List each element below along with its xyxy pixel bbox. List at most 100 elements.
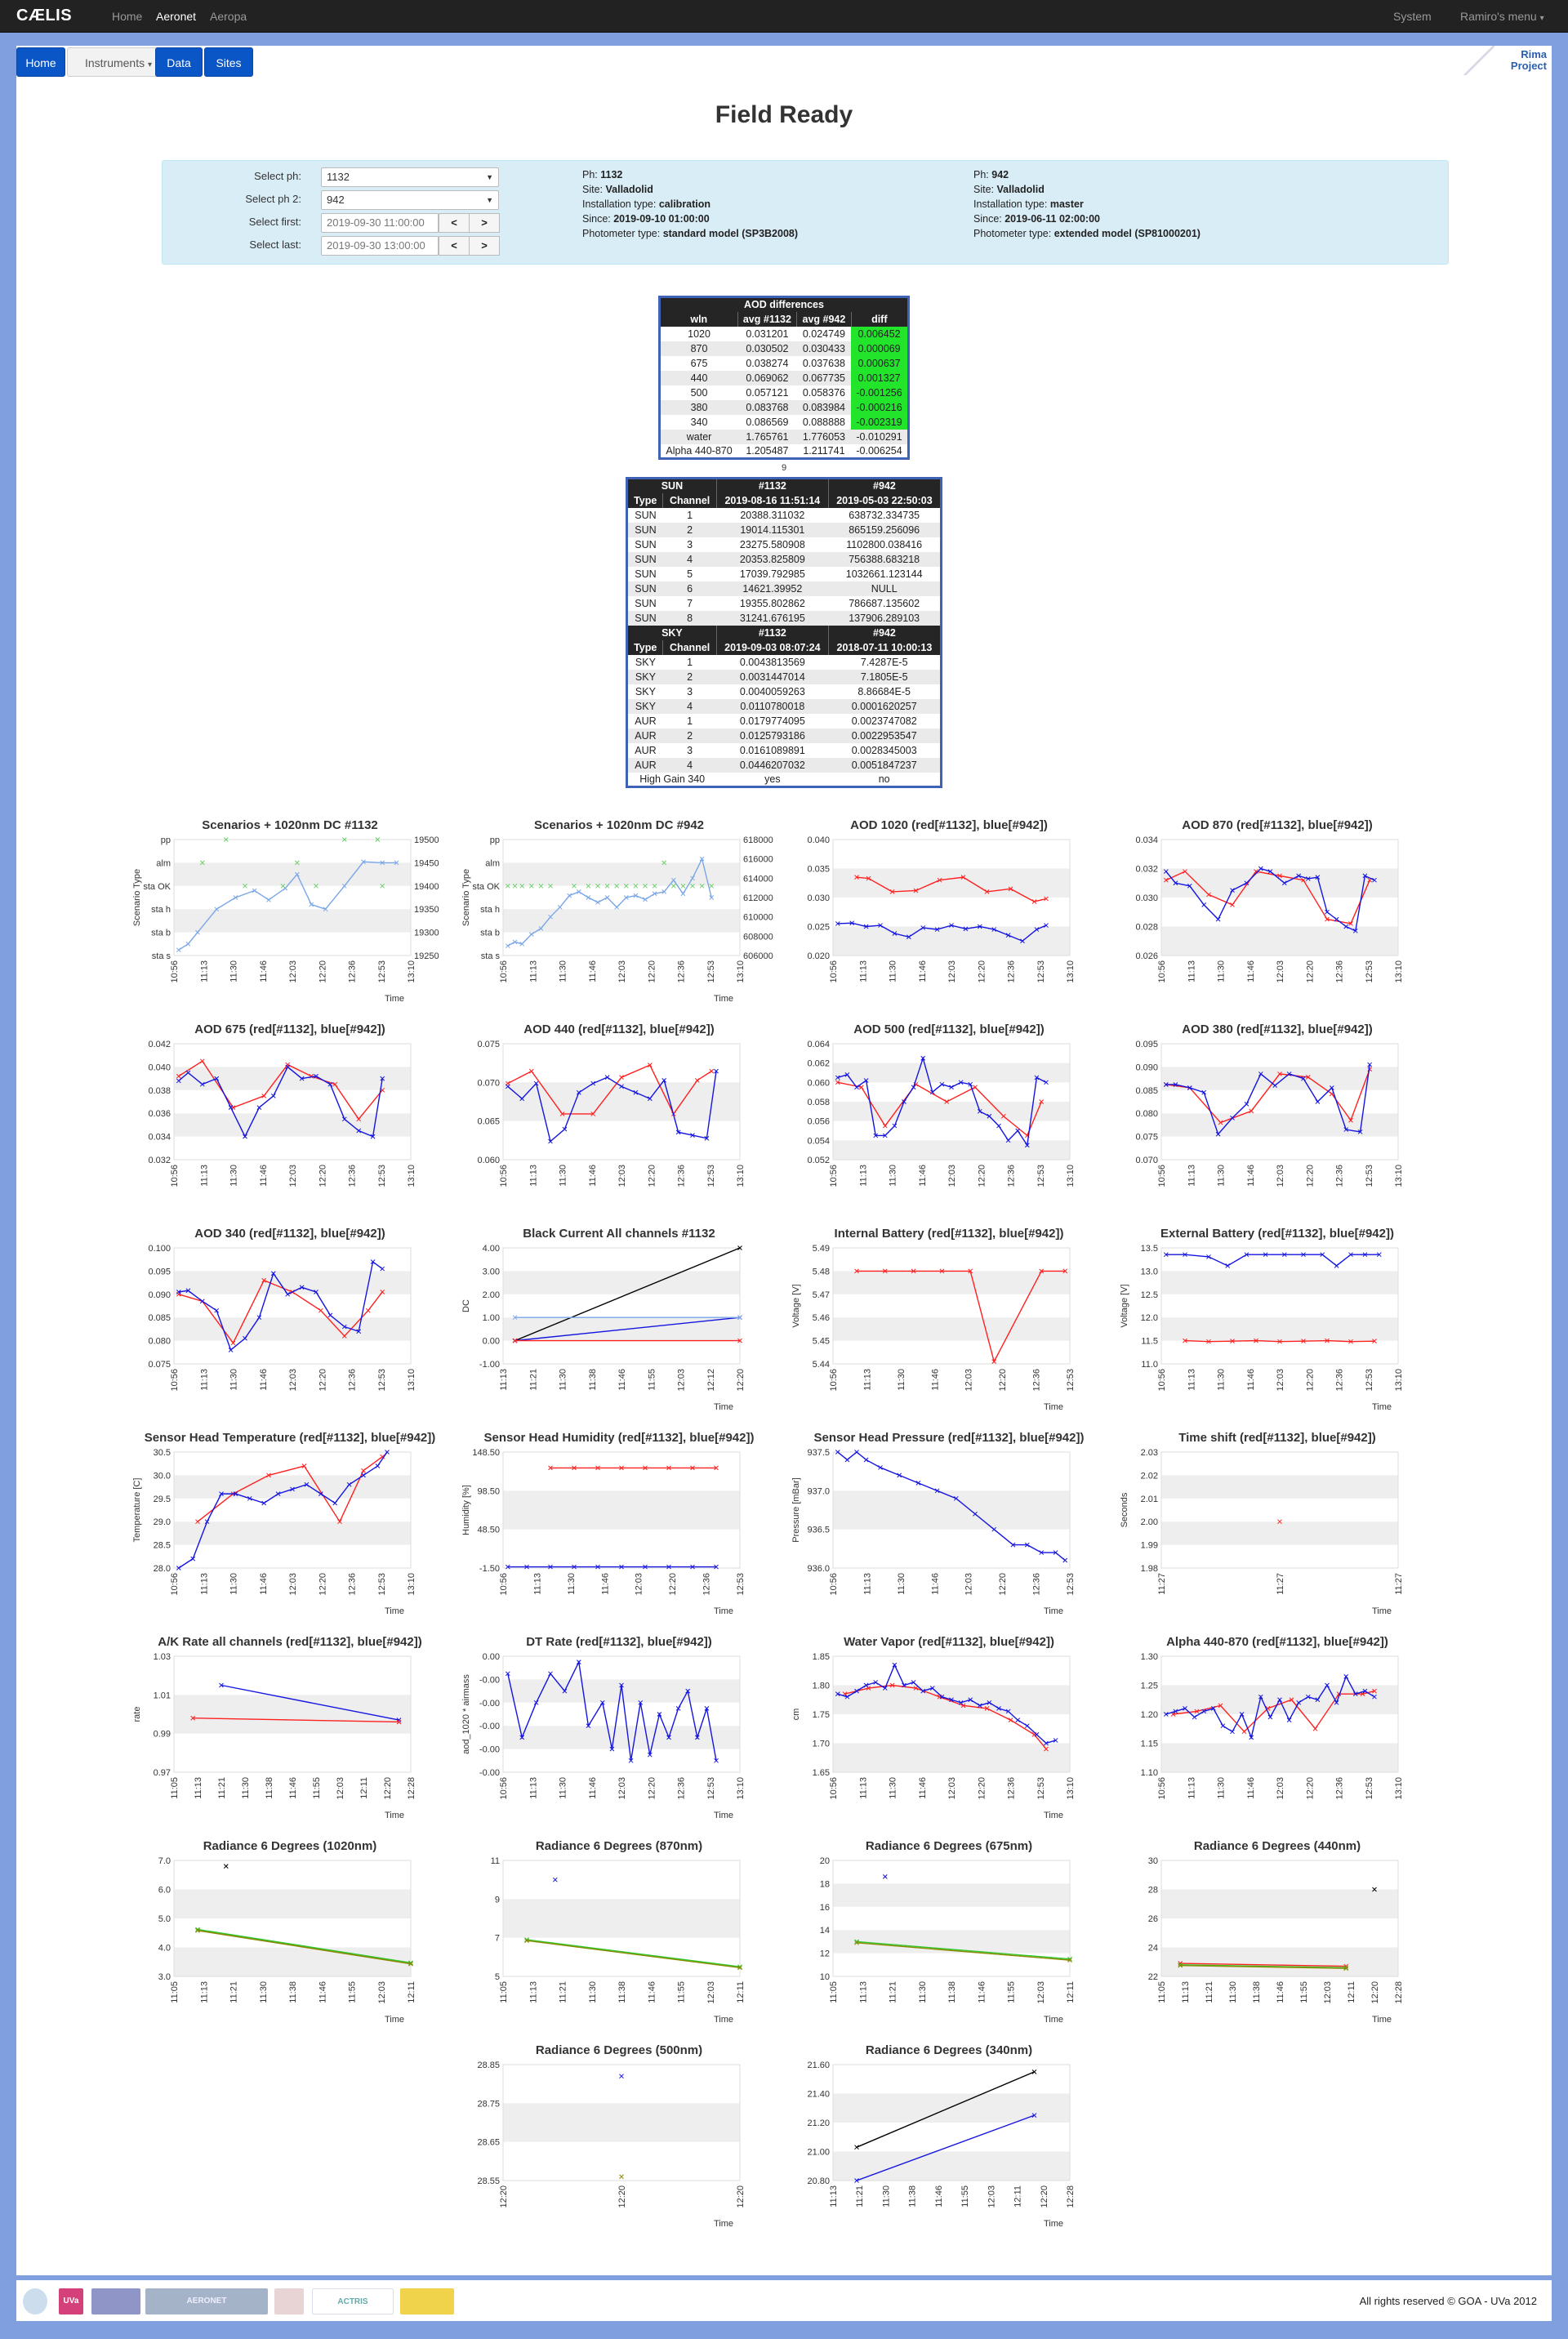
goa-logo[interactable] (23, 2288, 47, 2314)
series-line (197, 1929, 412, 1964)
tab-data[interactable]: Data (155, 47, 203, 77)
brand-logo[interactable]: CÆLIS (16, 7, 73, 25)
y-tick-label: 1.01 (154, 1691, 171, 1700)
series-line (178, 1260, 383, 1352)
data-point (675, 1706, 681, 1711)
last-date-input[interactable]: 2019-09-30 13:00:00 (321, 236, 439, 256)
rima-project-logo[interactable]: Rima Project (1462, 46, 1552, 75)
data-point (892, 1662, 898, 1668)
y-tick-label: sta b (151, 929, 171, 938)
partner-logo[interactable] (274, 2288, 304, 2314)
data-point (1305, 876, 1311, 881)
data-point (318, 1308, 323, 1313)
x-tick-label: 11:46 (588, 1165, 598, 1187)
table-cell: 3 (687, 744, 693, 756)
nav-user-menu[interactable]: Ramiro's menu ▾ (1460, 10, 1544, 23)
chart: Radiance 6 Degrees (1020nm) 7.0 6.0 5.0 4.0 3… (127, 1839, 453, 2027)
x-tick-label: 12:20 (1370, 1981, 1380, 2004)
y-tick-label: 936.5 (807, 1526, 830, 1535)
x-tick-label: 12:20 (617, 2185, 627, 2208)
data-point (854, 1268, 859, 1274)
x-tick-label: 11:05 (170, 1777, 180, 1799)
actris-logo[interactable]: ACTRIS (312, 2288, 394, 2314)
y-tick-label: 0.032 (1135, 865, 1158, 875)
x-tick-label: 12:53 (706, 1165, 716, 1187)
x-tick-label: 12:20 (977, 960, 987, 983)
x-tick-label: 12:03 (1276, 1165, 1285, 1187)
data-point (370, 1259, 376, 1264)
ph2-select[interactable]: 942 ▼ (321, 190, 499, 210)
table-cell: 0.0040059263 (739, 685, 805, 697)
data-point (863, 924, 869, 929)
data-point (633, 893, 639, 898)
table-cell: 7.1805E-5 (828, 669, 942, 684)
y-tick-label: 1.85 (813, 1652, 830, 1662)
nav-aeropa[interactable]: Aeropa (210, 10, 247, 23)
plot-area (502, 1860, 741, 1977)
nav-aeronet[interactable]: Aeronet (156, 10, 197, 23)
table-row: SKY 2 0.0031447014 7.1805E-5 (626, 669, 942, 684)
data-point (1267, 869, 1273, 874)
data-point (1281, 1252, 1287, 1258)
first-next-button[interactable]: > (469, 213, 500, 233)
data-point (318, 1491, 323, 1496)
last-next-button[interactable]: > (469, 236, 500, 256)
table-cell: 1102800.038416 (846, 538, 923, 550)
spain-logo[interactable] (400, 2288, 454, 2314)
data-point (380, 1290, 385, 1294)
plot-area (1160, 1655, 1399, 1773)
y-tick-label: 0.058 (807, 1098, 830, 1107)
nav-home[interactable]: Home (112, 10, 143, 23)
data-point (920, 1688, 926, 1694)
tab-instruments-label: Instruments (84, 56, 145, 69)
nav-system[interactable]: System (1393, 10, 1432, 23)
col-header: 2019-09-03 08:07:24 (715, 639, 829, 655)
data-point (1183, 1706, 1187, 1711)
data-point (270, 1271, 276, 1276)
data-point (185, 1288, 191, 1294)
data-point (576, 1089, 581, 1095)
aeronet-logo[interactable]: AERONET (145, 2288, 268, 2314)
data-point (690, 875, 695, 881)
grid-band (1161, 1271, 1398, 1294)
last-prev-button[interactable]: < (439, 236, 470, 256)
y-tick-label: 2.03 (1141, 1448, 1158, 1458)
data-point (1258, 1071, 1263, 1076)
x-tick-label: 11:46 (930, 1369, 940, 1391)
y-tick-label: 0.056 (807, 1117, 830, 1127)
y-tick-label: 0.00 (483, 1652, 500, 1662)
data-point (380, 860, 385, 866)
x-tick-label: 13:10 (736, 1777, 746, 1800)
data-point (666, 1564, 671, 1570)
x-tick-label: 12:20 (736, 1369, 746, 1392)
y-tick-label: 5.49 (813, 1244, 830, 1254)
chart: DT Rate (red[#1132], blue[#942]) 0.00 -0.0… (456, 1635, 782, 1823)
tab-home[interactable]: Home (16, 47, 65, 77)
data-point (633, 883, 639, 889)
selection-panel: Select ph: 1132 ▼ Select ph 2: 942 ▼ Selec… (162, 160, 1449, 265)
first-prev-button[interactable]: < (439, 213, 470, 233)
tab-sites[interactable]: Sites (204, 47, 253, 77)
data-point (911, 1268, 916, 1274)
table-row: AUR 4 0.0446207032 0.0051847237 (626, 757, 942, 773)
rimo-logo[interactable] (91, 2288, 140, 2314)
y-axis-label: Voltage [V] (791, 1284, 801, 1327)
y-tick-label: alm (485, 858, 500, 868)
data-point (233, 1491, 238, 1496)
data-point (1215, 1131, 1221, 1137)
ph-select[interactable]: 1132 ▼ (321, 167, 499, 187)
table-cell: 17039.792985 (739, 568, 805, 580)
high-gain-942: no (878, 773, 890, 785)
grid-band (833, 2151, 1070, 2181)
y-tick-label: 1.75 (813, 1710, 830, 1720)
data-point (1201, 1089, 1207, 1095)
uva-logo[interactable]: UVa (59, 2288, 83, 2314)
data-point (1163, 877, 1169, 883)
first-date-input[interactable]: 2019-09-30 11:00:00 (321, 213, 439, 233)
data-point (552, 1877, 558, 1882)
data-point (1206, 892, 1211, 898)
